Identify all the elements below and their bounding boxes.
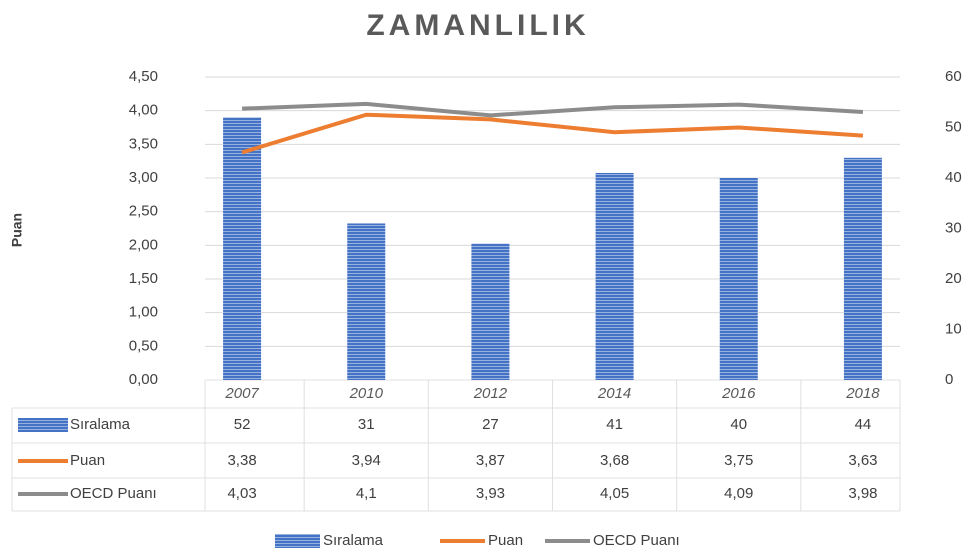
y-tick-label: 2,00 xyxy=(129,236,158,253)
y-tick-label: 2,50 xyxy=(129,203,158,220)
table-cell: 3,87 xyxy=(476,452,505,469)
table-cell: 3,94 xyxy=(352,452,381,469)
y-axis-label: Puan xyxy=(9,213,25,247)
y2-tick-label: 0 xyxy=(945,371,953,388)
x-tick-label: 2016 xyxy=(721,385,756,402)
legend-label: Sıralama xyxy=(323,532,384,549)
table-cell: 44 xyxy=(855,416,872,433)
y-tick-label: 3,00 xyxy=(129,169,158,186)
bar xyxy=(719,178,758,380)
x-tick-label: 2012 xyxy=(473,385,508,402)
table-cell: 3,68 xyxy=(600,452,629,469)
y-tick-label: 0,00 xyxy=(129,371,158,388)
legend-key xyxy=(275,534,320,548)
table-cell: 3,98 xyxy=(848,485,877,502)
table-cell: 4,05 xyxy=(600,485,629,502)
legend-key xyxy=(18,418,68,432)
line xyxy=(241,112,864,155)
x-tick-label: 2014 xyxy=(597,385,631,402)
table-cell: 31 xyxy=(358,416,375,433)
y-tick-label: 1,00 xyxy=(129,304,158,321)
y-tick-label: 4,00 xyxy=(129,102,158,119)
chart-title: ZAMANLILIK xyxy=(366,9,589,42)
table-cell: 40 xyxy=(730,416,747,433)
table-row-label: Sıralama xyxy=(70,416,131,433)
table-cell: 4,09 xyxy=(724,485,753,502)
table-cell: 4,1 xyxy=(356,485,377,502)
bar xyxy=(347,223,386,380)
table-row-label: OECD Puanı xyxy=(70,485,157,502)
table-cell: 4,03 xyxy=(227,485,256,502)
line xyxy=(242,101,864,118)
bar xyxy=(843,157,882,380)
y-tick-label: 1,50 xyxy=(129,270,158,287)
legend-label: Puan xyxy=(488,532,523,549)
bar xyxy=(223,117,262,381)
x-tick-label: 2010 xyxy=(349,385,384,402)
y2-tick-label: 10 xyxy=(945,320,962,337)
y-tick-label: 3,50 xyxy=(129,135,158,152)
table-cell: 3,93 xyxy=(476,485,505,502)
x-tick-label: 2018 xyxy=(845,385,880,402)
bar xyxy=(595,172,634,380)
y2-tick-label: 30 xyxy=(945,219,962,236)
x-tick-label: 2007 xyxy=(224,385,259,402)
table-cell: 3,63 xyxy=(848,452,877,469)
table-cell: 3,38 xyxy=(227,452,256,469)
y2-tick-label: 40 xyxy=(945,169,962,186)
table-cell: 41 xyxy=(606,416,623,433)
y-tick-label: 0,50 xyxy=(129,337,158,354)
y2-tick-label: 60 xyxy=(945,68,962,85)
table-row-label: Puan xyxy=(70,452,105,469)
bar xyxy=(471,243,510,380)
table-cell: 3,75 xyxy=(724,452,753,469)
legend-label: OECD Puanı xyxy=(593,532,680,549)
table-cell: 27 xyxy=(482,416,499,433)
table-cell: 52 xyxy=(234,416,251,433)
y2-tick-label: 50 xyxy=(945,118,962,135)
y-tick-label: 4,50 xyxy=(129,68,158,85)
y2-tick-label: 20 xyxy=(945,270,962,287)
